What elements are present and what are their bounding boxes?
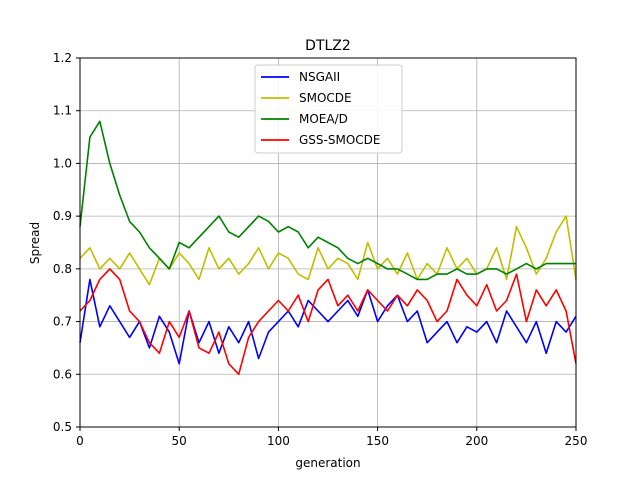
legend-label: NSGAII bbox=[299, 70, 340, 84]
legend-label: GSS-SMOCDE bbox=[299, 133, 380, 147]
legend: NSGAII SMOCDE MOEA/D GSS-SMOCDE bbox=[254, 64, 403, 154]
legend-box bbox=[254, 64, 403, 154]
y-tick-label: 0.6 bbox=[53, 367, 72, 381]
x-tick-label: 0 bbox=[76, 434, 84, 448]
chart-title: DTLZ2 bbox=[305, 38, 351, 54]
series-layer bbox=[79, 120, 577, 376]
x-axis-label: generation bbox=[295, 456, 360, 470]
legend-label: MOEA/D bbox=[299, 112, 348, 126]
y-tick-label: 0.8 bbox=[53, 262, 72, 276]
y-tick-label: 1.1 bbox=[53, 104, 72, 118]
x-tick-label: 100 bbox=[267, 434, 290, 448]
x-tick-label: 200 bbox=[465, 434, 488, 448]
series-line-nsgaii bbox=[79, 278, 577, 365]
series-line-moea-d bbox=[79, 120, 576, 281]
x-tick-label: 150 bbox=[366, 434, 389, 448]
x-tick-label: 250 bbox=[565, 434, 588, 448]
y-tick-label: 0.5 bbox=[53, 420, 72, 434]
axis-ticks: 0 50 100 150 200 250 0.5 0.6 0.7 0.8 0.9 1.0 1.1 1.2 bbox=[53, 51, 588, 448]
y-tick-label: 1.2 bbox=[53, 51, 72, 65]
x-tick-label: 50 bbox=[172, 434, 187, 448]
plot-frame bbox=[79, 57, 577, 428]
y-axis-label: Spread bbox=[28, 222, 42, 264]
y-tick-label: 0.9 bbox=[53, 209, 72, 223]
legend-label: SMOCDE bbox=[299, 91, 352, 105]
series-line-gss-smocde bbox=[79, 268, 577, 376]
y-tick-label: 0.7 bbox=[53, 315, 72, 329]
y-tick-label: 1.0 bbox=[53, 156, 72, 170]
